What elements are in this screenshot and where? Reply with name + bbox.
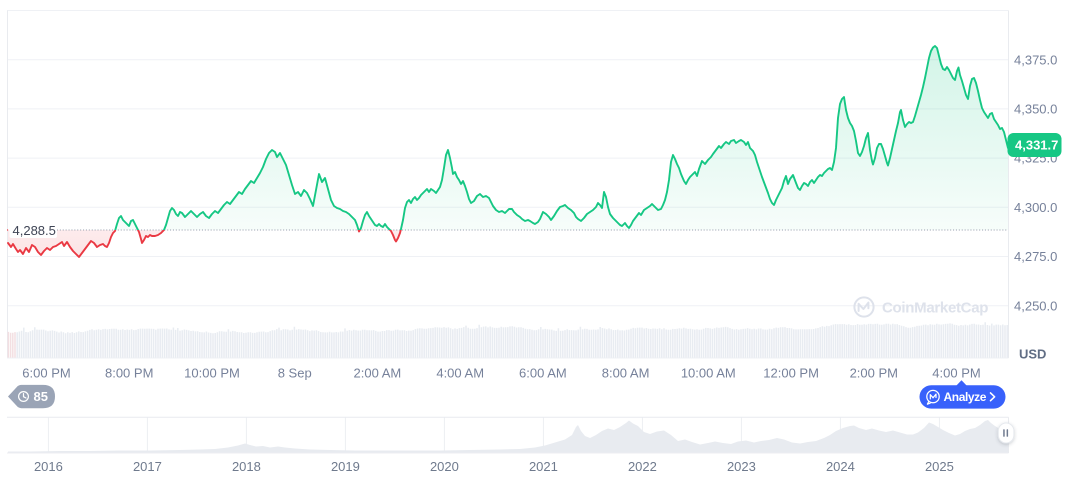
svg-text:8:00 AM: 8:00 AM [602,366,650,381]
svg-text:4,300.0: 4,300.0 [1014,200,1057,215]
svg-text:2016: 2016 [34,459,63,474]
svg-text:2024: 2024 [826,459,855,474]
svg-text:2:00 AM: 2:00 AM [354,366,402,381]
svg-text:Analyze: Analyze [944,390,987,404]
svg-text:2019: 2019 [331,459,360,474]
svg-text:USD: USD [1019,347,1046,362]
svg-text:4,250.0: 4,250.0 [1014,298,1057,313]
svg-text:2023: 2023 [727,459,756,474]
svg-text:4,275.0: 4,275.0 [1014,249,1057,264]
svg-text:4,288.5: 4,288.5 [13,223,56,238]
svg-text:2017: 2017 [133,459,162,474]
svg-text:2025: 2025 [925,459,954,474]
svg-text:2020: 2020 [430,459,459,474]
svg-text:85: 85 [34,389,48,404]
svg-text:10:00 AM: 10:00 AM [681,366,736,381]
svg-text:2021: 2021 [529,459,558,474]
svg-text:4,350.0: 4,350.0 [1014,102,1057,117]
svg-text:2:00 PM: 2:00 PM [850,366,898,381]
svg-text:4,375.0: 4,375.0 [1014,52,1057,67]
svg-text:8 Sep: 8 Sep [278,366,312,381]
svg-text:CoinMarketCap: CoinMarketCap [882,300,988,317]
svg-text:12:00 PM: 12:00 PM [763,366,819,381]
svg-text:10:00 PM: 10:00 PM [184,366,240,381]
svg-text:6:00 PM: 6:00 PM [22,366,70,381]
svg-text:6:00 AM: 6:00 AM [519,366,567,381]
svg-text:2022: 2022 [628,459,657,474]
svg-text:4,331.7: 4,331.7 [1015,138,1058,153]
svg-text:4:00 AM: 4:00 AM [436,366,484,381]
svg-text:2018: 2018 [232,459,261,474]
svg-text:4:00 PM: 4:00 PM [932,366,980,381]
svg-text:8:00 PM: 8:00 PM [105,366,153,381]
